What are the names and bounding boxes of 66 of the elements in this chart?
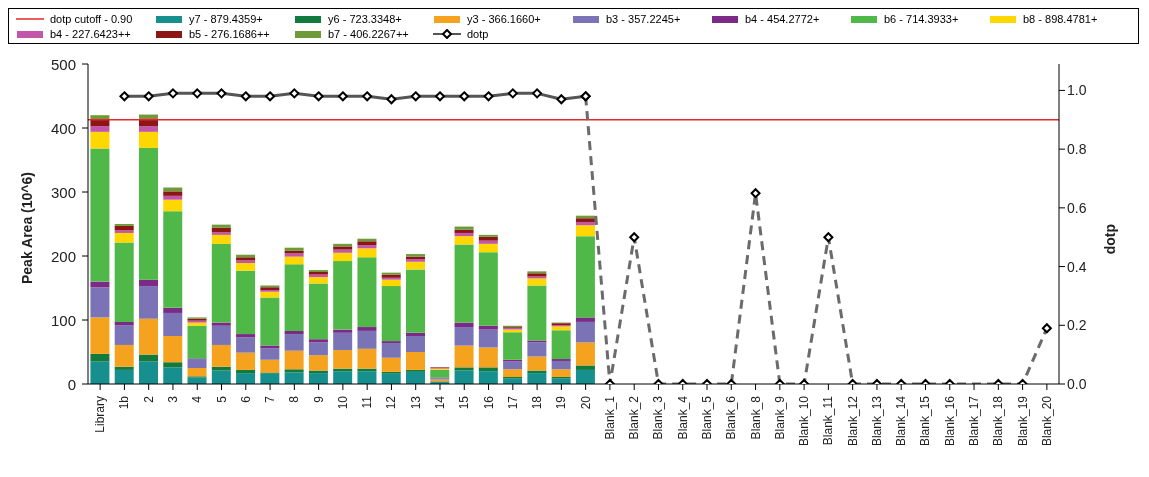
x-tick-label: 9	[311, 395, 326, 403]
x-tick-label: 19	[554, 395, 569, 410]
legend-label: b7 - 406.2267++	[328, 27, 409, 40]
legend-label: y6 - 723.3348+	[328, 12, 402, 25]
x-tick-label: 1b	[117, 395, 132, 410]
legend-label: b6 - 714.3933+	[884, 12, 959, 25]
x-tick-label: Blank_13	[869, 395, 884, 447]
x-tick-label: Blank_4	[675, 395, 690, 440]
y-tick-label: 300	[50, 183, 76, 201]
y-tick-label: 400	[50, 119, 76, 137]
x-tick-label: Blank_19	[1015, 395, 1030, 447]
x-tick-label: Blank_20	[1039, 395, 1054, 447]
y2-tick-label: 0.4	[1067, 258, 1087, 275]
x-tick-label: 10	[335, 395, 350, 410]
x-tick-label: 14	[432, 395, 447, 410]
x-tick-label: 13	[408, 395, 423, 410]
y-tick-label: 500	[50, 55, 76, 73]
x-tick-label: Blank_11	[821, 395, 836, 446]
x-tick-label: Blank_15	[918, 395, 933, 447]
x-tick-label: 4	[190, 395, 205, 403]
x-tick-label: 6	[238, 395, 253, 403]
x-tick-label: Blank_6	[724, 395, 739, 440]
x-tick-label: 8	[287, 395, 302, 403]
y-tick-label: 100	[50, 311, 76, 329]
x-tick-label: 5	[214, 395, 229, 403]
x-tick-label: 18	[530, 395, 545, 410]
x-tick-label: 7	[263, 395, 278, 403]
y-axis-title: Peak Area (10^6)	[18, 172, 35, 284]
y-tick-label: 0	[67, 375, 76, 393]
x-tick-label: Blank_8	[748, 395, 763, 440]
x-tick-label: 11	[360, 395, 375, 409]
y-tick-label: 200	[50, 247, 76, 265]
legend-label: dotp	[467, 27, 489, 40]
x-tick-label: Blank_5	[700, 395, 715, 440]
y2-tick-label: 0.0	[1067, 375, 1087, 392]
x-tick-label: 17	[505, 395, 520, 410]
legend-label: dotp cutoff - 0.90	[50, 12, 133, 25]
y2-tick-label: 1.0	[1067, 82, 1087, 99]
y2-axis-title: dotp	[1101, 224, 1118, 255]
x-tick-label: Blank_17	[967, 395, 982, 447]
x-tick-label: 16	[481, 395, 496, 410]
x-tick-label: Blank_9	[772, 395, 787, 440]
legend-label: y3 - 366.1660+	[467, 12, 541, 25]
x-tick-label: 2	[141, 395, 156, 403]
x-tick-label: Blank_18	[991, 395, 1006, 447]
y2-tick-label: 0.2	[1067, 317, 1087, 334]
x-tick-label: 15	[457, 395, 472, 410]
x-tick-label: Blank_12	[845, 395, 860, 447]
legend-label: b3 - 357.2245+	[606, 12, 681, 25]
x-tick-label: Blank_1	[602, 395, 617, 440]
x-tick-label: Blank_16	[942, 395, 957, 447]
x-tick-label: 12	[384, 395, 399, 410]
x-tick-label: Blank_10	[797, 395, 812, 447]
legend-label: b8 - 898.4781+	[1023, 12, 1098, 25]
x-tick-label: Blank_14	[894, 395, 909, 447]
x-tick-label: 3	[165, 395, 180, 403]
x-tick-label: Blank_2	[627, 395, 642, 440]
y2-tick-label: 0.6	[1067, 199, 1087, 216]
x-tick-label: Blank_3	[651, 395, 666, 440]
y2-tick-label: 0.8	[1067, 141, 1087, 158]
x-tick-label: 20	[578, 395, 593, 410]
legend-label: b4 - 227.6423++	[50, 27, 131, 40]
legend-label: b5 - 276.1686++	[189, 27, 270, 40]
legend-label: y7 - 879.4359+	[189, 12, 263, 25]
legend-label: b4 - 454.2772+	[745, 12, 820, 25]
x-tick-label: Library	[93, 396, 108, 433]
